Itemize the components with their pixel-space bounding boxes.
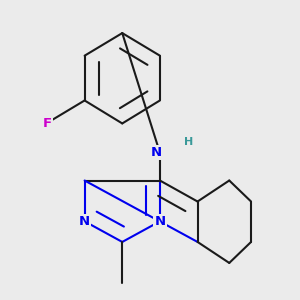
- Text: N: N: [154, 215, 166, 228]
- Text: H: H: [184, 137, 194, 147]
- Text: N: N: [150, 146, 161, 159]
- Text: F: F: [42, 117, 52, 130]
- Text: N: N: [79, 215, 90, 228]
